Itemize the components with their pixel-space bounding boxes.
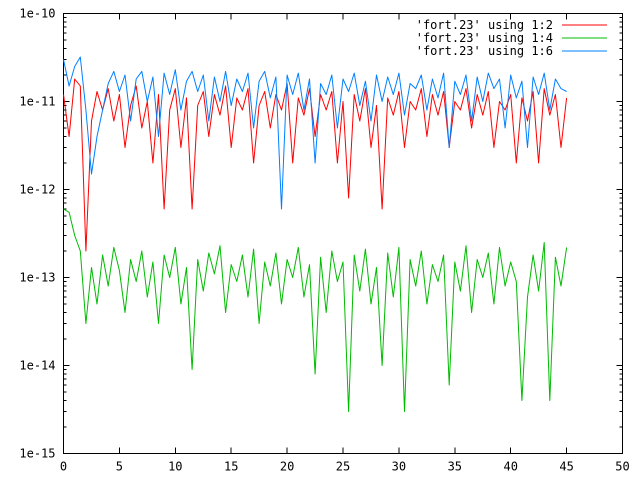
x-tick-label: 50 [615,460,629,474]
series-1-line [63,78,568,252]
legend-entry-label: 'fort.23' using 1:6 [416,44,553,58]
x-tick-label: 5 [116,460,123,474]
y-tick-label: 1e-14 [19,359,55,373]
x-tick-label: 0 [60,460,67,474]
x-tick-label: 25 [336,460,350,474]
y-tick-label: 1e-11 [19,95,55,109]
x-tick-label: 20 [280,460,294,474]
x-tick-label: 45 [559,460,573,474]
x-tick-label: 15 [224,460,238,474]
y-tick-label: 1e-15 [19,447,55,461]
series-group [63,56,568,412]
y-tick-label: 1e-13 [19,271,55,285]
x-tick-label: 10 [168,460,182,474]
legend-entry-label: 'fort.23' using 1:4 [416,31,553,45]
x-tick-label: 40 [503,460,517,474]
axis-ticks: 0 5 10 15 20 25 30 35 40 45 50 1e-15 1e-14 1e-13 1e-12… [19,7,629,474]
y-tick-label: 1e-12 [19,183,55,197]
y-tick-label: 1e-10 [19,7,55,21]
legend: 'fort.23' using 1:2'fort.23' using 1:4'f… [416,18,607,58]
x-tick-label: 30 [392,460,406,474]
series-3-line [63,56,567,210]
legend-entry-label: 'fort.23' using 1:2 [416,18,553,32]
x-tick-label: 35 [448,460,462,474]
series-2-line [63,208,568,412]
